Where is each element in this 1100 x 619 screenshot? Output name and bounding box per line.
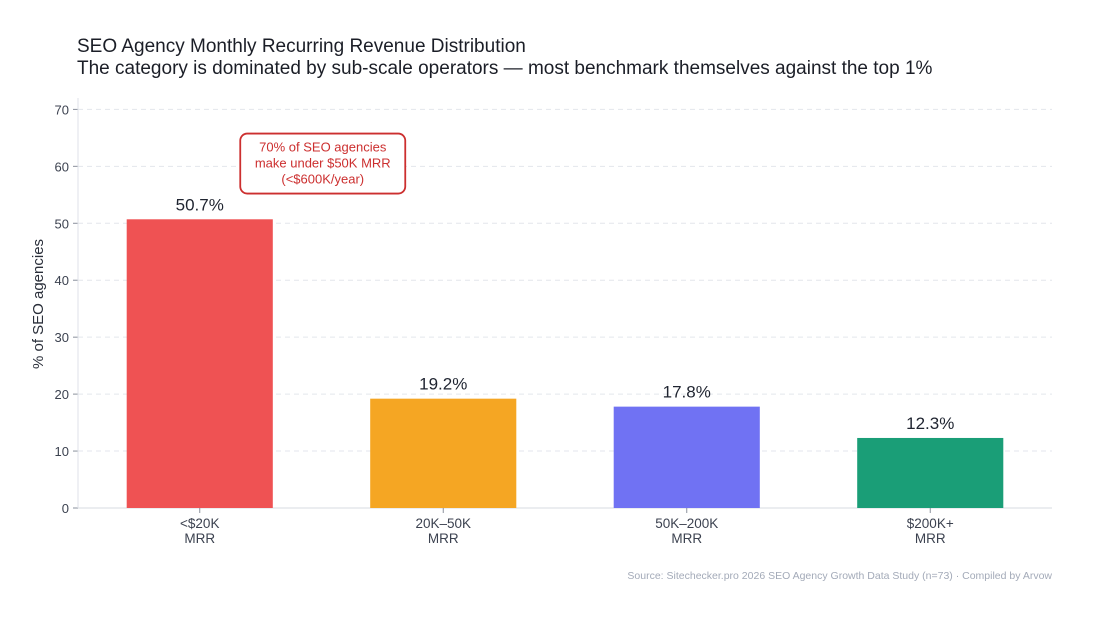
bar-4 [857, 437, 1004, 508]
value-label: 50.7% [176, 195, 224, 214]
x-tick-label: MRR [671, 531, 702, 546]
y-tick-label: 60 [55, 159, 69, 174]
y-tick-label: 70 [55, 102, 69, 117]
annotation-text: 70% of SEO agencies [259, 140, 387, 155]
value-labels: 50.7% 19.2% 17.8% 12.3% [176, 195, 955, 433]
chart-subtitle: The category is dominated by sub-scale o… [77, 58, 933, 79]
x-tick-label: MRR [428, 531, 459, 546]
x-tick-label: 50K–200K [655, 516, 718, 531]
y-tick-label: 30 [55, 330, 69, 345]
y-tick-label: 10 [55, 444, 69, 459]
bar-2 [370, 398, 517, 508]
source-note: Source: Sitechecker.pro 2026 SEO Agency … [627, 570, 1052, 582]
title-block: SEO Agency Monthly Recurring Revenue Dis… [77, 36, 1077, 80]
y-tick-label: 20 [55, 387, 69, 402]
x-tick-label: MRR [915, 531, 946, 546]
annotation-text: make under $50K MRR [255, 156, 391, 171]
y-tick-label: 40 [55, 273, 69, 288]
chart-title: SEO Agency Monthly Recurring Revenue Dis… [77, 36, 526, 57]
y-axis-label: % of SEO agencies [30, 239, 47, 369]
y-tick-label: 0 [62, 501, 69, 516]
annotation-box [239, 132, 407, 195]
x-tick-label: $200K+ [907, 516, 954, 531]
value-label: 19.2% [419, 375, 467, 394]
value-label: 12.3% [906, 414, 954, 433]
value-label: 17.8% [663, 383, 711, 402]
x-tick-label: MRR [184, 531, 215, 546]
bar-series [126, 219, 1004, 508]
bar-1 [126, 219, 273, 508]
x-tick-label: <$20K [180, 516, 219, 531]
bar-3 [613, 406, 760, 508]
x-tick-label: 20K–50K [415, 516, 471, 531]
annotation-text: (<$600K/year) [281, 172, 364, 187]
y-tick-label: 50 [55, 216, 69, 231]
